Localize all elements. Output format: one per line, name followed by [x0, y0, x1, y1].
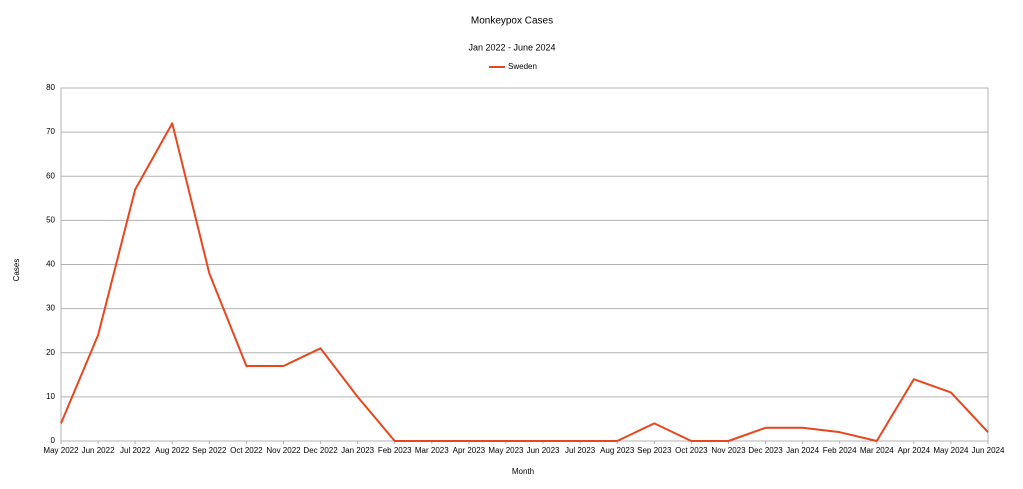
x-tick-label: Jun 2023 — [527, 446, 560, 455]
x-tick-label: Sep 2023 — [637, 446, 672, 455]
y-tick-label: 20 — [46, 348, 55, 357]
x-tick-label: May 2024 — [933, 446, 969, 455]
x-tick-label: Feb 2023 — [378, 446, 412, 455]
x-tick-label: Mar 2023 — [415, 446, 449, 455]
x-tick-label: Jan 2024 — [786, 446, 819, 455]
y-tick-label: 10 — [46, 392, 55, 401]
y-tick-label: 60 — [46, 171, 55, 180]
x-tick-label: Apr 2023 — [453, 446, 486, 455]
x-tick-label: Dec 2022 — [303, 446, 338, 455]
y-tick-label: 50 — [46, 215, 55, 224]
x-tick-label: Jun 2024 — [972, 446, 1005, 455]
x-tick-label: Jan 2023 — [341, 446, 374, 455]
x-tick-label: Nov 2022 — [266, 446, 301, 455]
x-tick-label: Apr 2024 — [898, 446, 931, 455]
x-tick-label: Jul 2023 — [565, 446, 596, 455]
y-tick-label: 30 — [46, 304, 55, 313]
y-tick-label: 0 — [51, 436, 56, 445]
x-tick-label: Feb 2024 — [823, 446, 857, 455]
y-tick-label: 70 — [46, 127, 55, 136]
y-tick-label: 40 — [46, 260, 55, 269]
x-tick-label: Mar 2024 — [860, 446, 894, 455]
line-series — [60, 122, 989, 442]
x-tick-label: Aug 2022 — [155, 446, 190, 455]
x-tick-label: Aug 2023 — [600, 446, 635, 455]
x-tick-label: May 2023 — [488, 446, 524, 455]
x-tick-label: Nov 2023 — [711, 446, 746, 455]
x-tick-label: Oct 2023 — [675, 446, 708, 455]
y-tick-label: 80 — [46, 83, 55, 92]
chart-subtitle: Jan 2022 - June 2024 — [468, 42, 555, 52]
chart-title: Monkeypox Cases — [471, 16, 553, 27]
x-tick-label: Jul 2022 — [120, 446, 151, 455]
x-tick-label: Sep 2022 — [192, 446, 227, 455]
legend-label: Sweden — [508, 62, 537, 71]
x-tick-label: Jun 2022 — [82, 446, 115, 455]
x-axis-label: Month — [512, 467, 534, 476]
x-tick-label: Dec 2023 — [748, 446, 783, 455]
x-tick-label: May 2022 — [43, 446, 79, 455]
y-axis-label: Cases — [12, 259, 21, 282]
x-tick-label: Oct 2022 — [230, 446, 263, 455]
